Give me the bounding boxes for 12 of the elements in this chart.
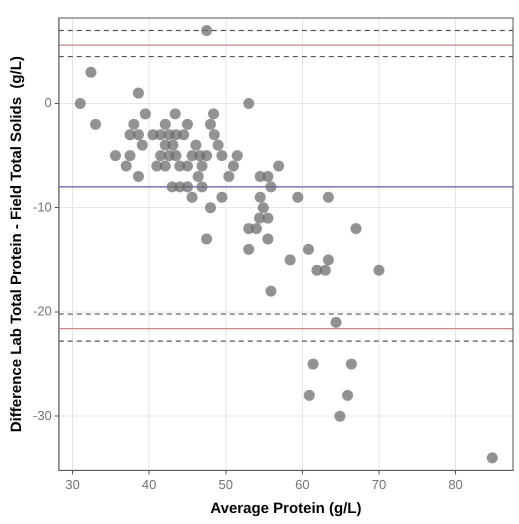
y-tick-label: -20 — [32, 304, 52, 319]
x-tick-label: 50 — [218, 476, 233, 492]
x-tick-label: 60 — [295, 476, 310, 492]
y-tick-label: 0 — [44, 95, 52, 110]
x-tick-label: 70 — [372, 476, 386, 492]
y-tick-label: -30 — [32, 408, 52, 423]
x-axis-title: Average Protein (g/L) — [210, 500, 362, 518]
y-axis-title: Difference Lab Total Protein - Field Total Solids (g/L) — [8, 56, 26, 432]
x-tick-label: 30 — [65, 476, 80, 492]
y-tick-label: -10 — [32, 199, 52, 214]
x-tick-label: 80 — [448, 476, 463, 492]
x-tick-label: 40 — [142, 476, 156, 492]
